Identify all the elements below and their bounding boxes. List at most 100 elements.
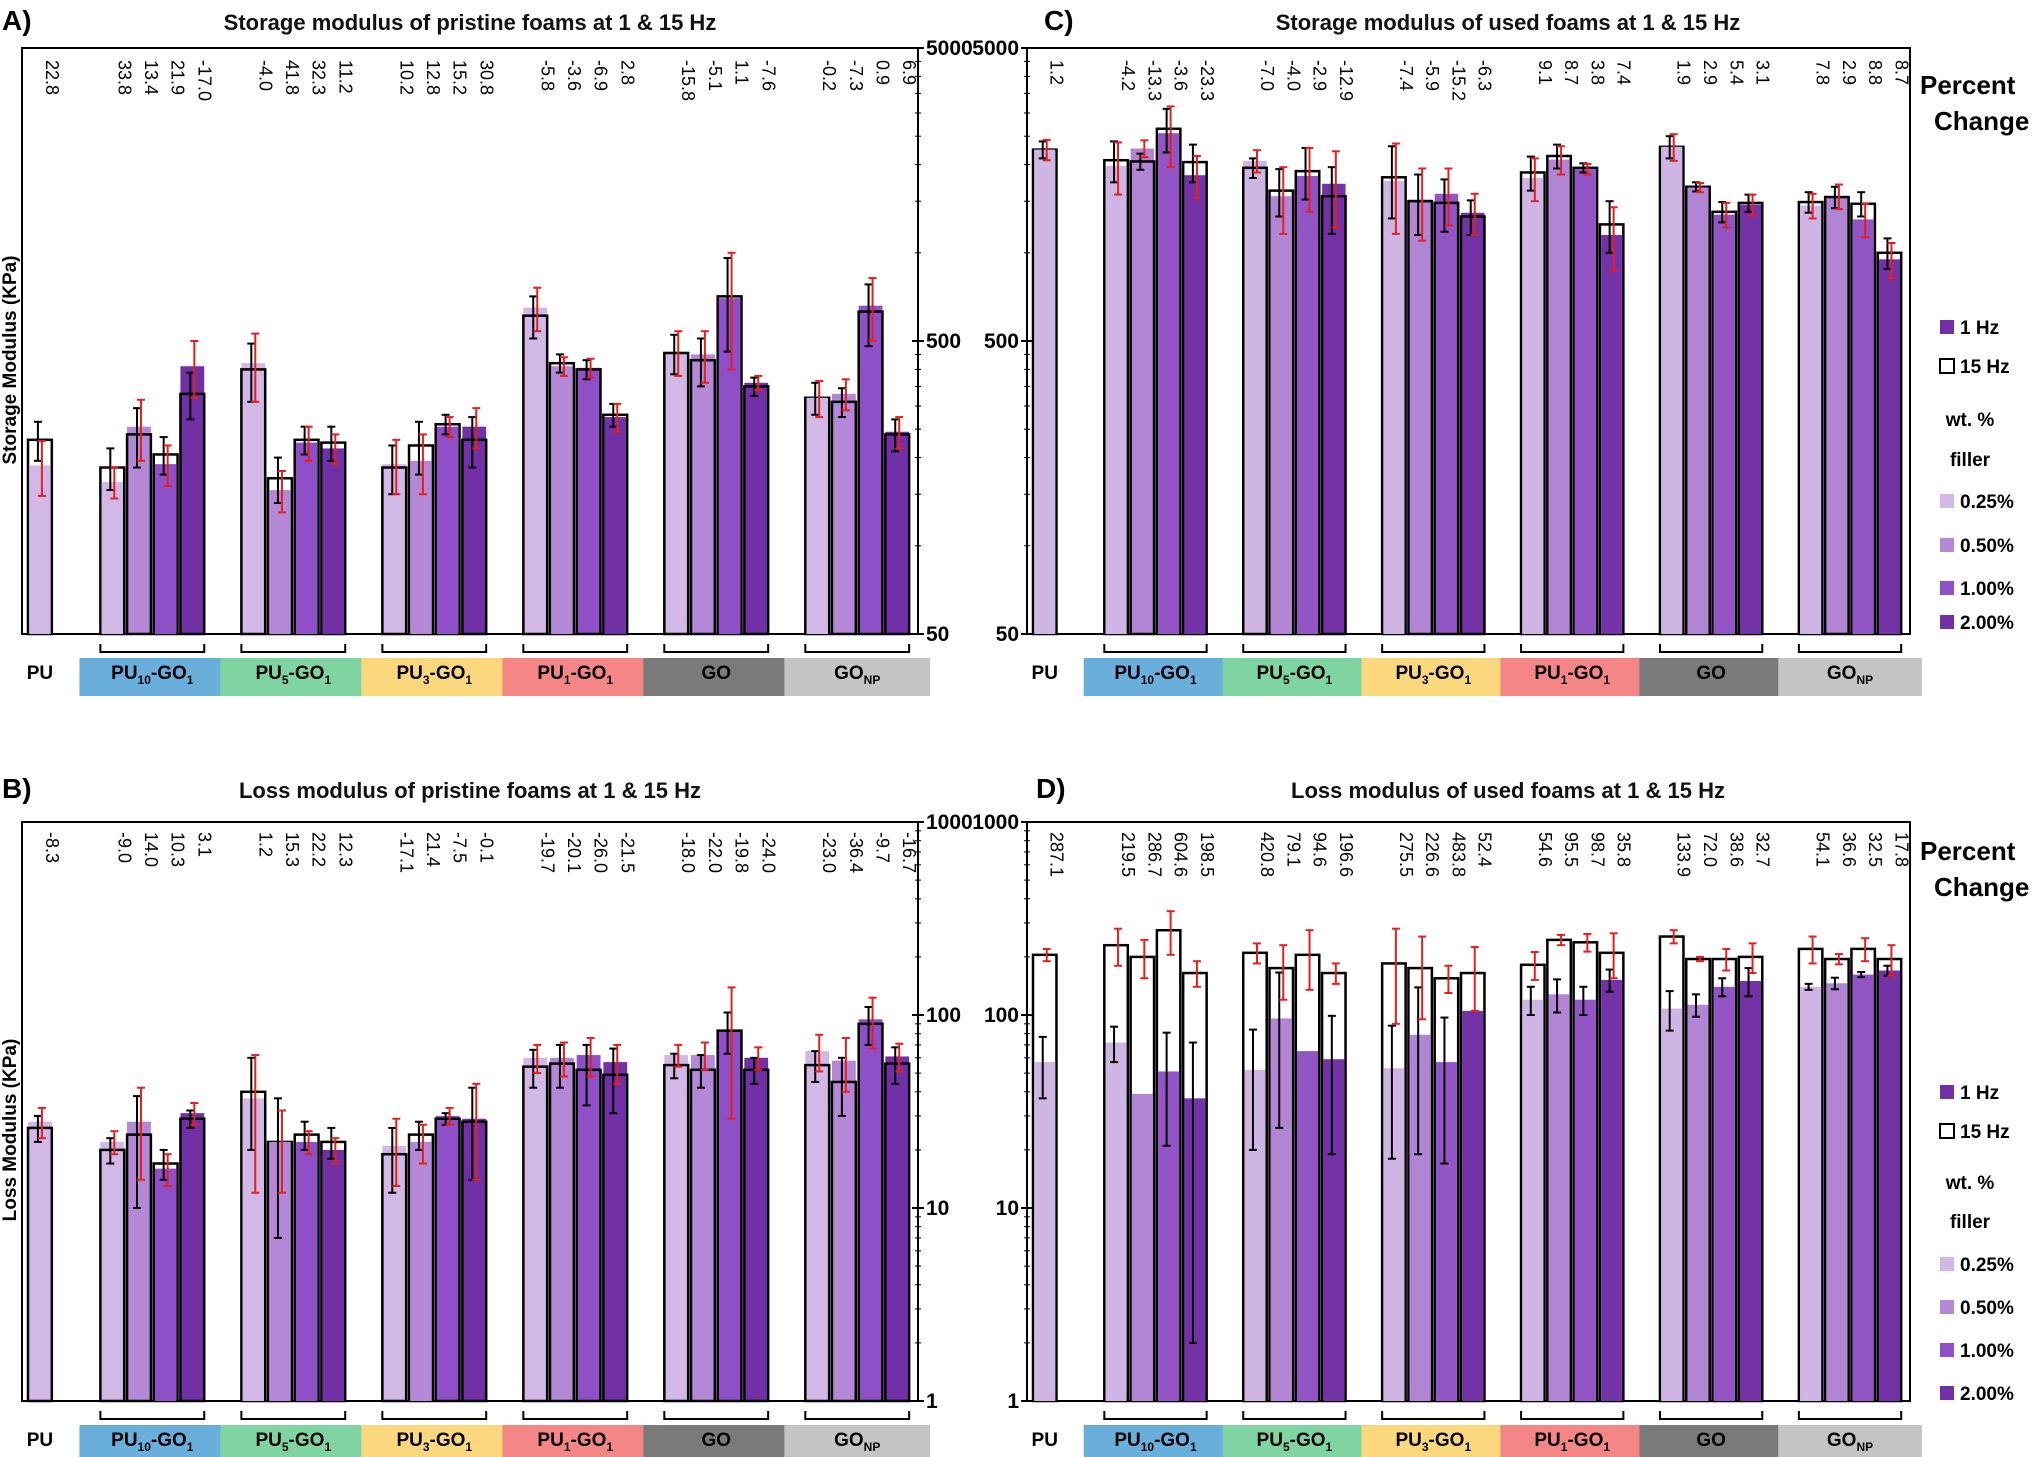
bar-15hz	[716, 1029, 743, 1403]
percent-change-value: -15.2	[1448, 60, 1468, 101]
legend-bottom-swatch-100	[1940, 1343, 1954, 1357]
bar-1hz	[1713, 214, 1735, 634]
percent-change-value: -8.3	[42, 832, 62, 863]
bar-1hz	[1105, 165, 1127, 634]
percent-change-value: -2.9	[1310, 60, 1330, 91]
group-label-PU3-GO1: PU3-GO1	[396, 1430, 472, 1454]
legend-bottom-filler-200: 2.00%	[1960, 1384, 2014, 1405]
percent-change-value: -4.0	[255, 60, 275, 91]
percent-change-value: -7.3	[846, 60, 866, 91]
group-bracket	[1797, 644, 1903, 653]
percent-change-value: -7.4	[1396, 60, 1416, 91]
percent-change-value: 21.4	[423, 832, 443, 867]
group-label-GO: GO	[1696, 1430, 1726, 1451]
group-band-PU3-GO1	[1361, 1425, 1506, 1457]
percent-change-value: 3.1	[194, 832, 214, 857]
percent-change-value: -7.5	[450, 832, 470, 863]
percent-change-value: -5.9	[1422, 60, 1442, 91]
group-band-PU5-GO1	[1222, 658, 1367, 696]
percent-change-value: -20.1	[564, 832, 584, 873]
percent-change-value: 22.2	[309, 832, 329, 867]
group-label-PU3-GO1: PU3-GO1	[396, 663, 472, 687]
group-bracket	[1381, 644, 1486, 653]
group-label-PU10-GO1: PU10-GO1	[1114, 1430, 1197, 1454]
legend-top-filler-025: 0.25%	[1960, 492, 2014, 513]
group-label-PU3-GO1: PU3-GO1	[1395, 663, 1471, 687]
percent-change-value: 483.8	[1448, 832, 1468, 877]
group-bracket	[1242, 644, 1347, 653]
y-tick-label: 10	[926, 1197, 949, 1220]
bar-15hz	[179, 392, 206, 636]
bar-1hz	[805, 1051, 830, 1401]
group-label-PU5-GO1: PU5-GO1	[255, 1430, 331, 1454]
percent-change-value: 275.5	[1396, 832, 1416, 877]
bar-1hz	[1548, 994, 1570, 1401]
bar-1hz	[691, 1055, 715, 1401]
group-bracket	[381, 644, 488, 653]
percent-change-value: 54.1	[1813, 832, 1833, 867]
group-bracket	[1797, 1411, 1903, 1420]
percent-change-value: -24.0	[758, 832, 778, 873]
bar-1hz	[885, 1056, 910, 1401]
legend-bottom-15hz-swatch	[1939, 1123, 1955, 1139]
legend-top-1hz-swatch	[1940, 320, 1954, 334]
percent-change-value: -19.8	[732, 832, 752, 873]
bar-1hz	[1800, 205, 1822, 634]
legend-bottom-15hz-label: 15 Hz	[1960, 1122, 2010, 1143]
group-band-PU5-GO1	[220, 1425, 367, 1457]
bar-1hz	[806, 397, 828, 634]
bar-1hz	[154, 1168, 177, 1401]
bar-1hz	[462, 1118, 487, 1401]
bar-15hz	[1129, 160, 1156, 636]
bar-1hz	[435, 1115, 460, 1401]
group-label-PU1-GO1: PU1-GO1	[1534, 663, 1610, 687]
percent-change-value: 6.9	[899, 60, 919, 85]
percent-change-value: -23.3	[1197, 60, 1217, 101]
percent-change-value: 36.6	[1839, 832, 1859, 867]
legend-top-filler-title-2: filler	[1950, 450, 1991, 471]
bar-1hz	[603, 1062, 628, 1401]
legend-bottom-swatch-200	[1940, 1386, 1954, 1400]
percent-change-value: 79.1	[1283, 832, 1303, 867]
bar-15hz	[381, 466, 408, 636]
percent-change-value: 226.6	[1422, 832, 1442, 877]
percent-change-value: 1.9	[1674, 60, 1694, 85]
group-band-GONP	[1778, 1425, 1922, 1457]
percent-change-value: -6.9	[591, 60, 611, 91]
legend-bottom-filler-025: 0.25%	[1960, 1255, 2014, 1276]
percent-change-value: 33.8	[114, 60, 134, 95]
percent-change-value: 2.9	[1839, 60, 1859, 85]
bar-1hz	[1878, 970, 1900, 1401]
percent-change-value: 30.8	[476, 60, 496, 95]
percent-change-value: 198.5	[1197, 832, 1217, 877]
group-bracket	[1103, 644, 1208, 653]
percent-change-value: -5.1	[705, 60, 725, 91]
bar-1hz	[1852, 219, 1874, 634]
bar-1hz	[1270, 1018, 1292, 1401]
percent-change-value: 7.4	[1614, 60, 1634, 85]
y-tick-label: 10	[996, 1197, 1019, 1220]
percent-change-value: 133.9	[1674, 832, 1694, 877]
percent-change-value: 94.6	[1310, 832, 1330, 867]
percent-change-value: -7.6	[758, 60, 778, 91]
group-label-PU5-GO1: PU5-GO1	[255, 663, 331, 687]
group-label-PU1-GO1: PU1-GO1	[537, 1430, 613, 1454]
percent-change-value: -17.0	[194, 60, 214, 101]
bar-1hz	[1434, 193, 1459, 634]
group-bracket	[1520, 644, 1625, 653]
legend-bottom-filler-050: 0.50%	[1960, 1298, 2014, 1319]
percent-change-label-top-line1: Percent	[1920, 70, 2016, 100]
group-band-GO	[643, 1425, 790, 1457]
bar-15hz	[663, 351, 690, 636]
percent-change-value: 604.6	[1171, 832, 1191, 877]
percent-change-value: 287.1	[1047, 832, 1067, 877]
bar-1hz	[550, 1057, 574, 1401]
bar-15hz	[461, 438, 488, 636]
bar-1hz	[1130, 148, 1155, 634]
group-bracket	[663, 1411, 770, 1420]
bar-15hz	[804, 1063, 831, 1403]
bar-1hz	[1131, 1093, 1153, 1401]
y-tick-label: 500	[984, 330, 1019, 353]
group-label-PU: PU	[27, 1430, 53, 1451]
y-tick-label: 1	[926, 1390, 938, 1413]
